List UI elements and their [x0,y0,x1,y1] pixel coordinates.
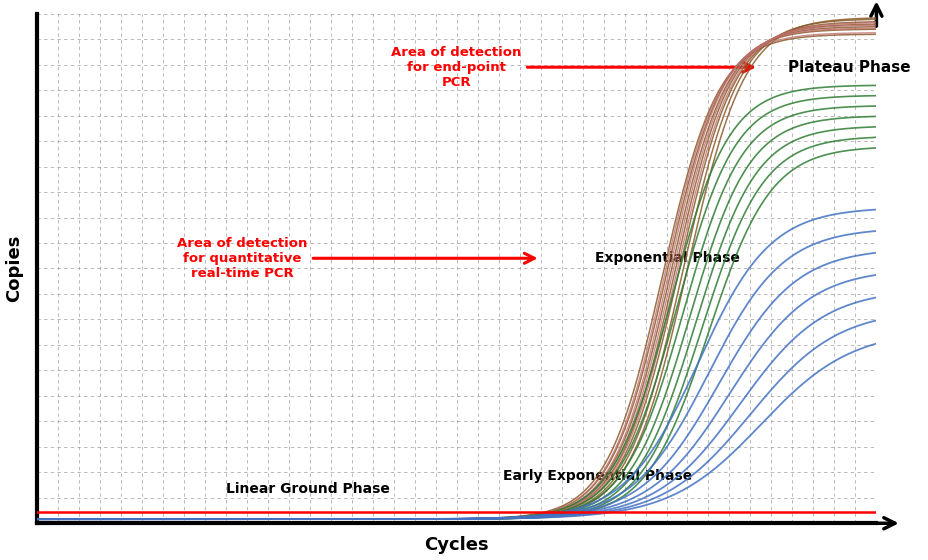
Text: Area of detection
for quantitative
real-time PCR: Area of detection for quantitative real-… [177,237,534,280]
X-axis label: Cycles: Cycles [424,536,488,554]
Text: Plateau Phase: Plateau Phase [787,60,909,74]
Text: Early Exponential Phase: Early Exponential Phase [502,469,691,483]
Y-axis label: Copies: Copies [6,235,23,302]
Text: Linear Ground Phase: Linear Ground Phase [226,482,389,496]
Text: Area of detection
for end-point
PCR: Area of detection for end-point PCR [391,46,752,88]
Text: Exponential Phase: Exponential Phase [595,251,740,265]
